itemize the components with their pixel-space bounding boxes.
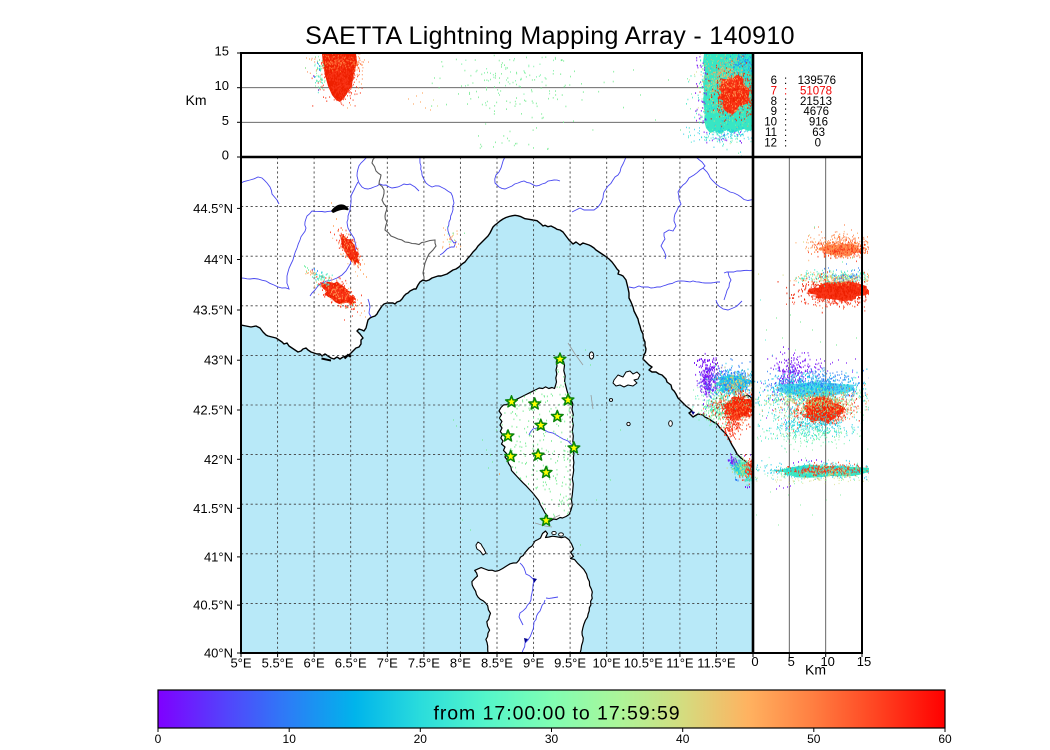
svg-text:15: 15: [215, 44, 229, 59]
svg-text:41°N: 41°N: [204, 549, 233, 564]
svg-text:8°E: 8°E: [450, 656, 471, 671]
svg-text::: :: [784, 96, 787, 108]
svg-text:4676: 4676: [803, 106, 829, 118]
svg-text:8.5°E: 8.5°E: [481, 656, 513, 671]
svg-text:10.5°E: 10.5°E: [624, 656, 664, 671]
svg-text:5: 5: [788, 654, 795, 669]
svg-text:6: 6: [771, 75, 777, 87]
svg-text:6.5°E: 6.5°E: [335, 656, 367, 671]
svg-text:42°N: 42°N: [204, 452, 233, 467]
svg-text:15: 15: [857, 654, 871, 669]
svg-text::: :: [784, 106, 787, 118]
svg-text:7.5°E: 7.5°E: [408, 656, 440, 671]
svg-text:Km: Km: [805, 662, 826, 678]
svg-text:30: 30: [545, 732, 559, 746]
svg-text::: :: [784, 117, 787, 129]
svg-text:42.5°N: 42.5°N: [193, 403, 233, 418]
svg-text:10: 10: [283, 732, 297, 746]
svg-text:9.5°E: 9.5°E: [554, 656, 586, 671]
svg-text:43.5°N: 43.5°N: [193, 303, 233, 318]
svg-text:40: 40: [676, 732, 690, 746]
svg-text:916: 916: [809, 117, 828, 129]
svg-text:0: 0: [155, 732, 162, 746]
svg-text:10: 10: [215, 78, 229, 93]
svg-text:20: 20: [414, 732, 428, 746]
svg-text:40.5°N: 40.5°N: [193, 598, 233, 613]
svg-text:5: 5: [222, 113, 229, 128]
svg-text::: :: [784, 75, 787, 87]
svg-text:7°E: 7°E: [377, 656, 398, 671]
svg-text:8: 8: [771, 96, 777, 108]
svg-text::: :: [784, 127, 787, 139]
svg-text:60: 60: [938, 732, 952, 746]
svg-text:9: 9: [771, 106, 777, 118]
svg-text:0: 0: [751, 654, 758, 669]
svg-text:139576: 139576: [798, 75, 836, 87]
svg-text:10: 10: [764, 117, 777, 129]
svg-text:21513: 21513: [800, 96, 832, 108]
svg-text:50: 50: [807, 732, 821, 746]
svg-text:11.5°E: 11.5°E: [697, 656, 736, 671]
svg-text:44.5°N: 44.5°N: [193, 201, 233, 216]
svg-text:51078: 51078: [800, 85, 832, 97]
svg-text:Km: Km: [186, 92, 207, 108]
svg-text:7: 7: [771, 85, 777, 97]
svg-text:from 17:00:00 to 17:59:59: from 17:00:00 to 17:59:59: [433, 703, 680, 725]
svg-text:5°E: 5°E: [230, 656, 251, 671]
svg-text:44°N: 44°N: [204, 252, 233, 267]
svg-text:0: 0: [815, 137, 821, 149]
svg-text:41.5°N: 41.5°N: [193, 501, 233, 516]
svg-text::: :: [784, 85, 787, 97]
svg-text:10: 10: [820, 654, 834, 669]
svg-text:40°N: 40°N: [204, 646, 233, 661]
svg-text:63: 63: [812, 127, 825, 139]
svg-text:12: 12: [764, 137, 777, 149]
svg-text:5.5°E: 5.5°E: [262, 656, 294, 671]
svg-text:43°N: 43°N: [204, 353, 233, 368]
svg-text:9°E: 9°E: [523, 656, 544, 671]
svg-text:11: 11: [765, 127, 777, 139]
svg-text:10°E: 10°E: [593, 656, 622, 671]
svg-text:6°E: 6°E: [304, 656, 325, 671]
svg-text:0: 0: [222, 148, 229, 163]
svg-text::: :: [784, 137, 787, 149]
svg-text:SAETTA Lightning Mapping Array: SAETTA Lightning Mapping Array - 140910: [305, 22, 795, 50]
svg-text:11°E: 11°E: [666, 656, 694, 671]
